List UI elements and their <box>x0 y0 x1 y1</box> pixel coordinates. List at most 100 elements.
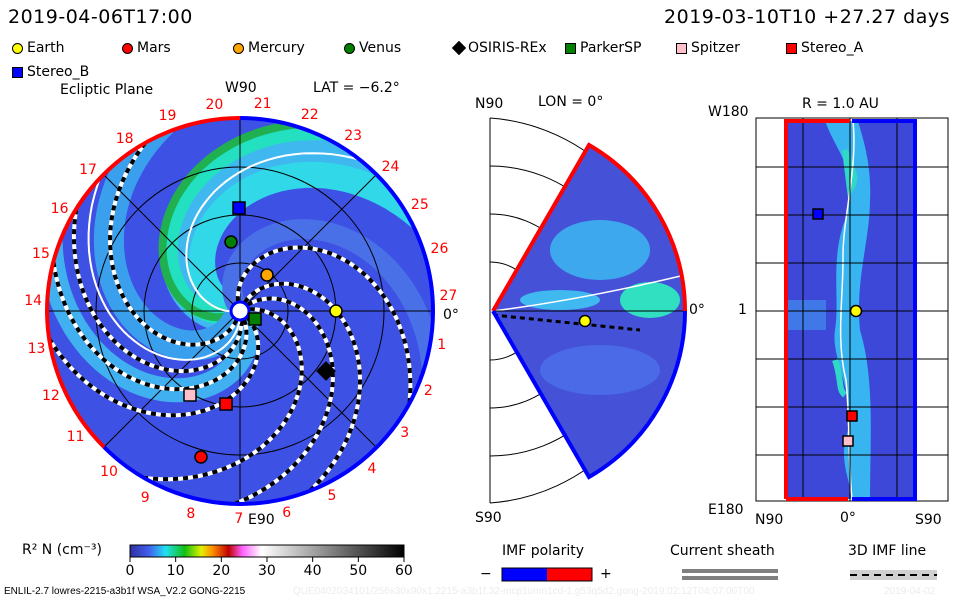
reference-time: 2019-03-10T10 +27.27 days <box>664 6 950 28</box>
legend-label: Venus <box>359 40 402 56</box>
legend-label: Mars <box>137 40 171 56</box>
carrington-label: 19 <box>158 108 177 125</box>
density-colorbar <box>129 544 405 558</box>
legend-label: ParkerSP <box>580 40 642 56</box>
legend-item-venus: Venus <box>344 40 401 56</box>
carrington-label: 4 <box>367 460 377 477</box>
carrington-label: 17 <box>79 162 97 179</box>
carrington-label: 6 <box>282 504 292 521</box>
radial-title: R = 1.0 AU <box>802 96 879 112</box>
carrington-label: 22 <box>300 106 319 123</box>
spitzer-marker <box>183 388 197 402</box>
colorbar-tick-label: 30 <box>258 563 276 579</box>
legend-item-parkersp: ParkerSP <box>565 40 641 56</box>
radial-map-plot <box>755 117 949 502</box>
carrington-label: 25 <box>410 196 429 213</box>
mercury-marker <box>260 268 274 282</box>
footer-date: 2019-04-02 <box>884 586 936 597</box>
stereo-b-marker <box>232 201 246 215</box>
radial-x-label-s90: S90 <box>915 512 942 528</box>
legend-item-mercury: Mercury <box>233 40 305 56</box>
colorbar-label: R² N (cm⁻³) <box>22 542 102 558</box>
legend-item-stereo-a: Stereo_A <box>786 40 863 56</box>
stereo-a-marker <box>846 410 858 422</box>
ecliptic-top-label: W90 <box>225 80 257 96</box>
square-marker-icon <box>676 42 687 54</box>
venus-marker <box>224 235 238 249</box>
legend-label: OSIRIS-REx <box>468 40 547 56</box>
ecliptic-latitude: LAT = −6.2° <box>313 80 400 96</box>
carrington-label: 1 <box>437 336 447 353</box>
imf-3d-line-label: 3D IMF line <box>848 543 927 559</box>
mars-marker <box>194 450 208 464</box>
circle-marker-icon <box>122 42 133 54</box>
carrington-label: 21 <box>253 96 272 113</box>
ecliptic-bottom-label: E90 <box>248 512 275 528</box>
imf-minus-label: − <box>480 566 492 582</box>
imf-3d-line-swatch <box>850 570 937 580</box>
carrington-label: 11 <box>66 429 85 446</box>
carrington-label: 23 <box>344 127 363 144</box>
earth-marker <box>329 304 343 318</box>
imf-plus-label: + <box>600 566 612 582</box>
radial-x-label-0: 0° <box>840 510 856 526</box>
ecliptic-title: Ecliptic Plane <box>60 82 154 98</box>
colorbar-tick-label: 10 <box>166 563 185 579</box>
legend-item-earth: Earth <box>12 40 65 56</box>
colorbar-tick-label: 50 <box>349 563 368 579</box>
square-marker-icon <box>565 42 576 54</box>
meridional-bottom-label: S90 <box>475 510 502 526</box>
legend-label: Earth <box>27 40 65 56</box>
circle-marker-icon <box>344 42 355 54</box>
carrington-label: 15 <box>32 245 50 262</box>
square-marker-icon <box>786 42 797 54</box>
legend-label: Stereo_A <box>801 40 864 56</box>
legend-item-osiris-rex: OSIRIS-REx <box>451 40 547 56</box>
carrington-label: 12 <box>41 387 60 404</box>
ecliptic-right-label: 0° <box>443 307 459 323</box>
carrington-label: 2 <box>423 383 433 400</box>
legend-label: Stereo_B <box>27 64 90 80</box>
circle-marker-icon <box>233 42 244 54</box>
carrington-label: 8 <box>186 505 196 522</box>
carrington-label: 24 <box>381 158 400 175</box>
carrington-label: 9 <box>140 489 150 506</box>
legend-item-spitzer: Spitzer <box>676 40 740 56</box>
radial-bottom-left-label: E180 <box>708 502 744 518</box>
current-sheath-label: Current sheath <box>670 543 775 559</box>
footer-model-info: ENLIL-2.7 lowres-2215-a3b1f WSA_V2.2 GON… <box>4 586 246 597</box>
carrington-label: 18 <box>115 130 134 147</box>
carrington-label: 26 <box>430 241 449 258</box>
carrington-label: 14 <box>24 293 43 310</box>
carrington-label: 13 <box>27 341 46 358</box>
meridional-plane-plot <box>489 117 687 504</box>
earth-marker <box>849 304 863 318</box>
stereo-b-marker <box>812 208 824 220</box>
legend-item-stereo-b: Stereo_B <box>12 64 89 80</box>
colorbar-tick-label: 0 <box>125 563 135 579</box>
legend-label: Mercury <box>248 40 305 56</box>
parkersp-marker <box>248 312 262 326</box>
imf-positive-swatch <box>547 568 592 581</box>
radial-top-left-label: W180 <box>708 104 749 120</box>
ecliptic-plane-plot <box>45 116 435 507</box>
carrington-label: 20 <box>205 96 224 113</box>
earth-marker <box>578 314 592 328</box>
colorbar-tick-label: 40 <box>303 563 322 579</box>
osiris-rex-marker <box>316 361 336 381</box>
meridional-right-label: 0° <box>689 302 705 318</box>
meridional-title: LON = 0° <box>538 94 604 110</box>
carrington-label: 10 <box>100 463 118 480</box>
colorbar-tick-label: 60 <box>395 563 413 579</box>
stereo-a-marker <box>219 397 233 411</box>
current-sheath-swatch <box>682 569 778 573</box>
spitzer-marker <box>842 435 854 447</box>
simulation-time: 2019-04-06T17:00 <box>8 6 193 28</box>
carrington-label: 3 <box>400 425 410 442</box>
square-marker-icon <box>12 66 23 78</box>
imf-polarity-label: IMF polarity <box>502 543 585 559</box>
circle-marker-icon <box>12 42 23 54</box>
carrington-label: 16 <box>50 201 69 218</box>
colorbar-tick-label: 20 <box>212 563 231 579</box>
